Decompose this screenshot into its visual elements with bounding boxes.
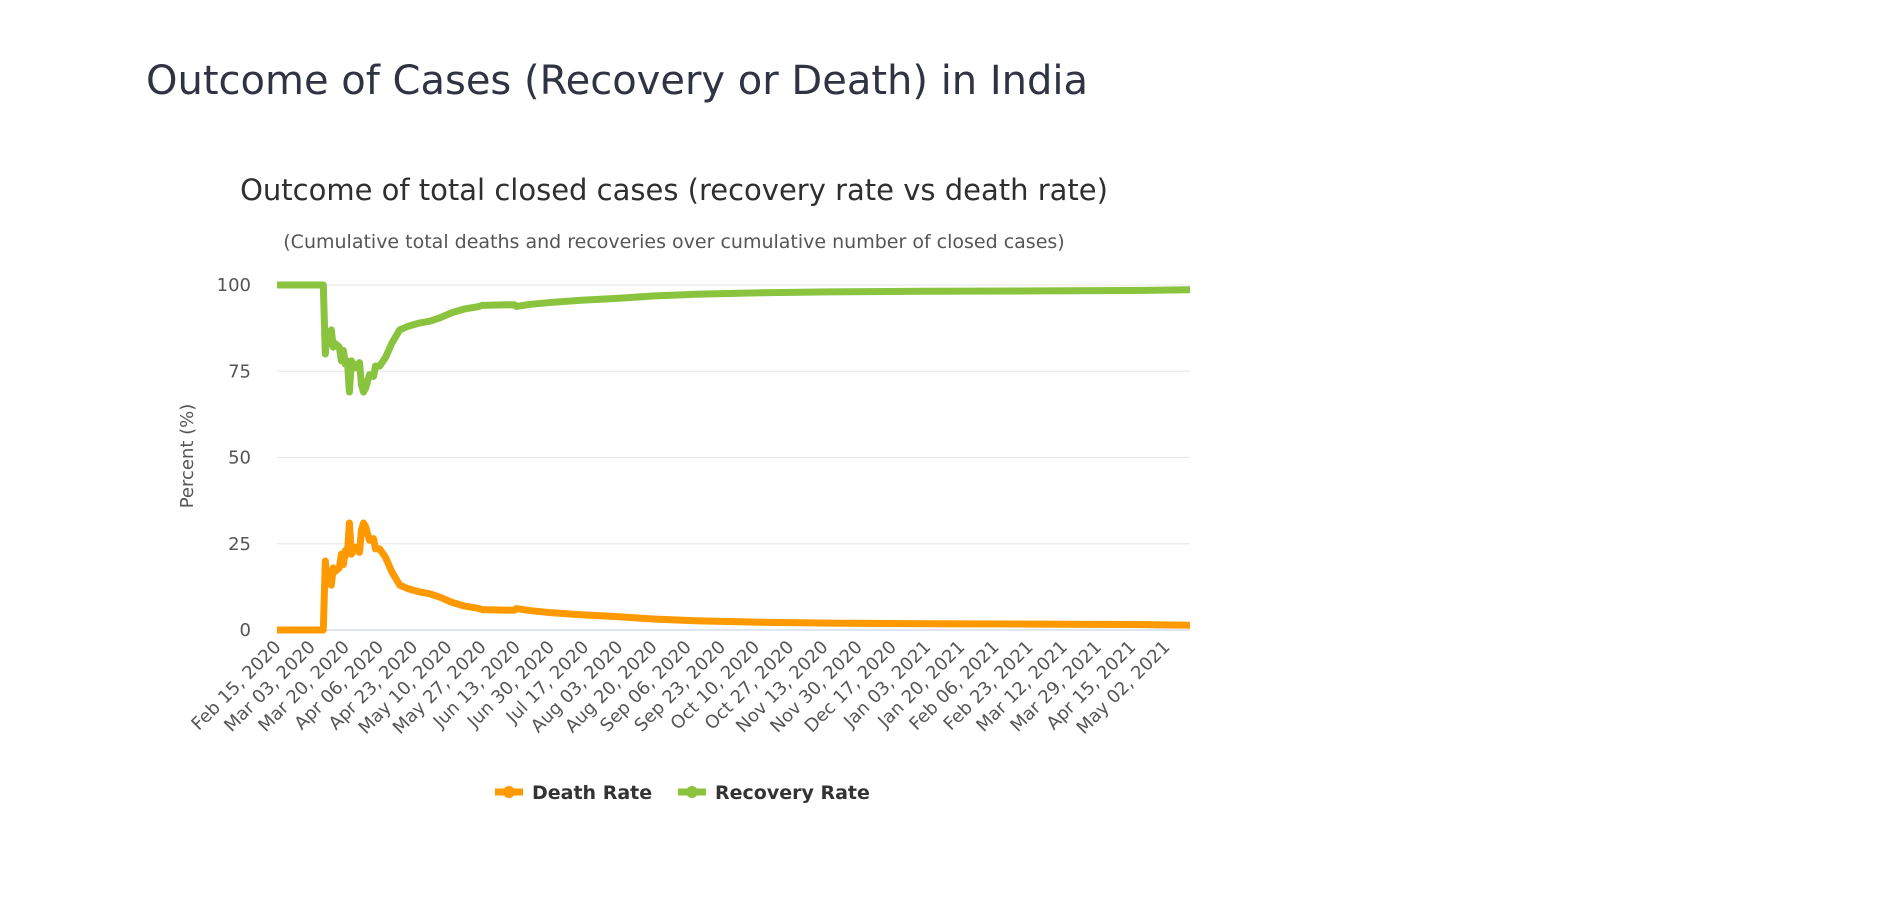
legend-marker-icon	[503, 786, 515, 798]
legend-marker-icon	[686, 786, 698, 798]
y-tick-label: 50	[228, 448, 251, 469]
gridlines	[277, 284, 1190, 631]
chart-subtitle: (Cumulative total deaths and recoveries …	[283, 231, 1064, 253]
legend-item-recovery-rate[interactable]: Recovery Rate	[678, 782, 870, 804]
y-tick-label: 25	[228, 534, 251, 555]
series-line-recovery-rate[interactable]	[277, 281, 1191, 396]
legend-item-death-rate[interactable]: Death Rate	[495, 782, 652, 804]
y-tick-label: 75	[228, 361, 251, 382]
legend-label: Recovery Rate	[715, 782, 870, 804]
y-tick-label: 100	[217, 275, 251, 296]
legend-label: Death Rate	[532, 782, 652, 804]
y-tick-labels: 0 25 50 75 100	[217, 275, 251, 641]
chart-title: Outcome of total closed cases (recovery …	[240, 173, 1108, 207]
y-tick-label: 0	[240, 620, 251, 641]
y-axis-title: Percent (%)	[177, 404, 198, 509]
series-lines	[277, 281, 1191, 634]
legend[interactable]: Death Rate Recovery Rate	[495, 782, 870, 804]
series-line-death-rate[interactable]	[277, 519, 1191, 634]
page-heading: Outcome of Cases (Recovery or Death) in …	[146, 58, 1089, 104]
